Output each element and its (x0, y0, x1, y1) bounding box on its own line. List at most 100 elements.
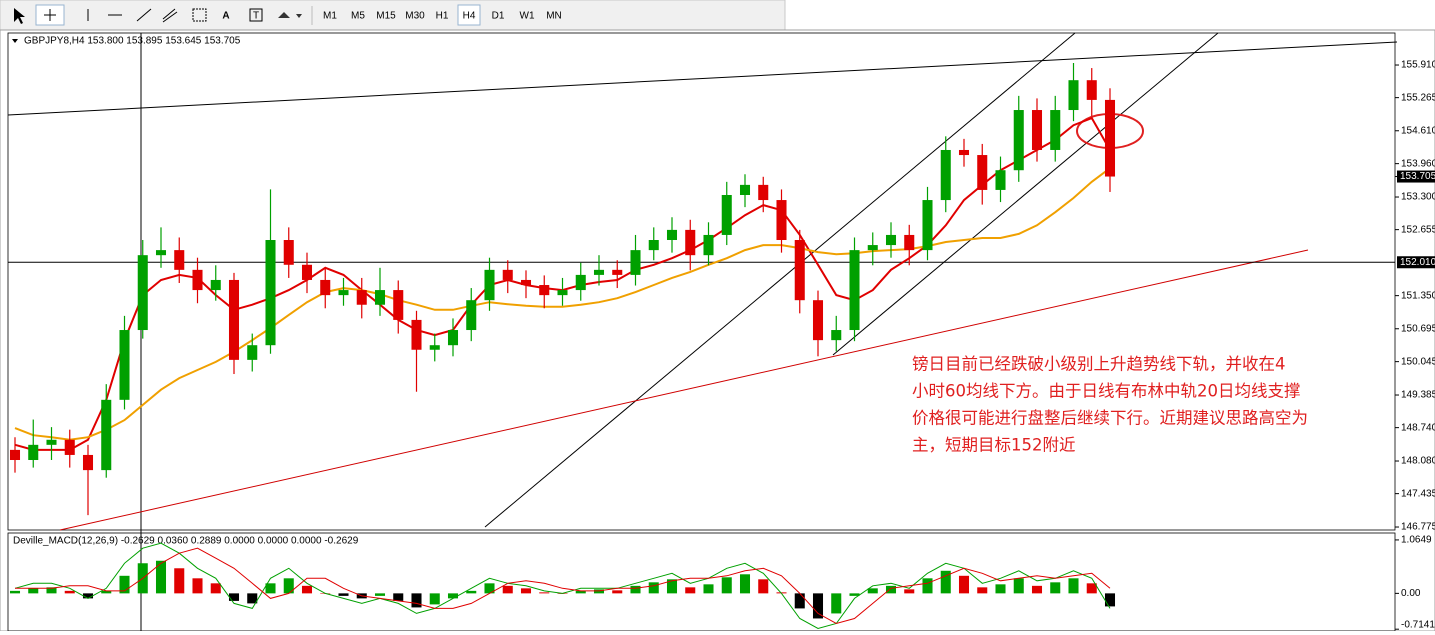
label-icon[interactable] (249, 8, 263, 22)
crosshair-icon (44, 9, 56, 21)
timeframe-button[interactable]: H4 (463, 11, 476, 22)
macd-bar (374, 593, 386, 596)
symbol-menu-icon[interactable] (12, 39, 18, 43)
macd-bar (338, 593, 349, 596)
timeframe-button[interactable]: D1 (492, 11, 505, 22)
y-tick-label: 149.385 (1401, 390, 1435, 401)
macd-bar (228, 593, 240, 601)
macd-bar (831, 593, 842, 614)
macd-bar (739, 574, 751, 594)
y-tick-label: 1.0649 (1401, 535, 1432, 546)
y-tick-label: 147.435 (1401, 488, 1435, 499)
timeframe-button[interactable]: MN (546, 11, 562, 22)
candle-body (1031, 110, 1043, 150)
support-line (59, 249, 1309, 531)
timeframe-button[interactable]: M15 (376, 11, 396, 22)
macd-bar (539, 592, 550, 594)
macd-bar (812, 593, 824, 619)
timeframe-button[interactable]: M5 (351, 11, 365, 22)
y-tick-label: 154.610 (1401, 125, 1435, 136)
label-icon-t: T (253, 11, 259, 22)
y-tick-label: 146.775 (1401, 522, 1435, 533)
candle-body (1086, 80, 1097, 100)
candle-body (64, 439, 75, 455)
candle-body (301, 264, 313, 280)
macd-bar (867, 588, 878, 594)
chart-window (0, 29, 1435, 632)
candle-body (721, 194, 732, 235)
macd-bar (1068, 578, 1079, 594)
candle-body (885, 234, 897, 246)
annotation: 价格很可能进行盘整后继续下行。近期建议思路高空为 (912, 409, 1308, 428)
annotation: 小时60均线下方。由于日线有布林中轨20日均线支撑 (912, 382, 1301, 401)
macd-bar (28, 588, 39, 594)
candle-body (137, 255, 148, 331)
candle-body (28, 444, 39, 461)
candle-body (520, 279, 532, 286)
toolbar: A T M1 M5 M15 M30 H1 H4 D1 W1 MN (0, 0, 786, 31)
candle-body (466, 300, 477, 331)
candle-body (557, 290, 568, 296)
price-pane (7, 32, 1396, 531)
macd-bar (575, 590, 586, 594)
macd-bar (447, 593, 459, 599)
macd-bar (192, 578, 203, 594)
candle-body (228, 279, 240, 360)
trendline-icon[interactable] (136, 8, 152, 22)
macd-bar (1050, 582, 1061, 594)
level-label-bg (1397, 256, 1435, 269)
macd-bar (849, 593, 860, 596)
candle-body (192, 269, 203, 291)
candle-body (46, 439, 57, 445)
channel-icon[interactable] (162, 8, 178, 23)
macd-bar (283, 578, 294, 594)
channel-upper (484, 32, 1076, 528)
candle-body (685, 229, 696, 256)
candle-body (174, 250, 185, 270)
macd-bar (82, 593, 94, 599)
candle-body (338, 290, 349, 296)
candle-body (447, 330, 459, 346)
text-icon[interactable]: A (222, 11, 229, 22)
candle-body (666, 229, 678, 241)
candle-body (812, 300, 824, 341)
macd-bar (502, 585, 513, 594)
channel-lower (832, 32, 1219, 356)
candle-body (831, 330, 842, 341)
macd-bar (885, 585, 897, 594)
candle-body (922, 200, 933, 251)
macd-bar (466, 590, 477, 594)
timeframe-button[interactable]: M30 (405, 11, 425, 22)
candle-body (593, 269, 605, 275)
macd-bar (484, 583, 495, 594)
macd-bar (46, 587, 57, 594)
candle-body (1104, 99, 1116, 177)
timeframe-button[interactable]: H1 (436, 11, 449, 22)
macd-bar (758, 579, 769, 594)
candle-body (739, 184, 751, 195)
macd-bar (520, 588, 532, 594)
candle-body (374, 290, 386, 305)
resistance-line (7, 41, 1398, 116)
macd-bar (393, 593, 404, 601)
y-tick-label: -0.7141 (1401, 620, 1435, 631)
candle-body (1068, 80, 1079, 111)
timeframe-button[interactable]: W1 (520, 11, 535, 22)
macd-title: Deville_MACD(12,26,9) -0.2629 0.0360 0.2… (13, 536, 359, 547)
candle-body (1013, 110, 1024, 171)
cursor-icon[interactable] (14, 8, 25, 24)
fibo-icon[interactable] (192, 8, 207, 22)
candle-body (612, 269, 623, 275)
arrows-icon[interactable] (278, 12, 302, 18)
macd-line (15, 547, 1111, 625)
macd-bar (411, 593, 422, 608)
macd-bar (995, 584, 1006, 594)
candle-body (794, 240, 805, 301)
annotation: 镑日目前已经跌破小级别上升趋势线下轨，并收在4 (912, 355, 1286, 374)
macd-bar (685, 587, 696, 594)
y-tick-label: 150.045 (1401, 356, 1435, 367)
candle-body (411, 319, 422, 350)
timeframe-button[interactable]: M1 (323, 11, 337, 22)
macd-bar (922, 578, 933, 594)
